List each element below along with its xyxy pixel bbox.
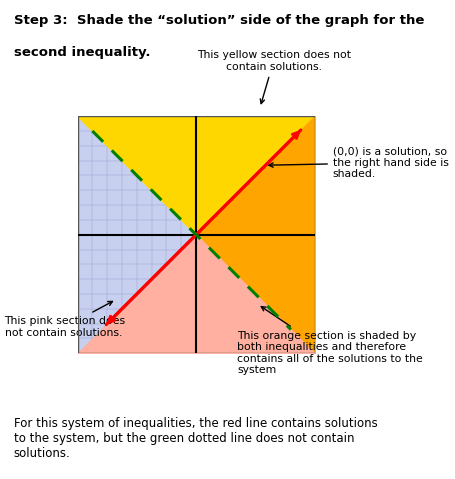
Text: Step 3:  Shade the “solution” side of the graph for the: Step 3: Shade the “solution” side of the… <box>14 14 423 27</box>
Text: This yellow section does not
contain solutions.: This yellow section does not contain sol… <box>196 50 350 103</box>
Text: This orange section is shaded by
both inequalities and therefore
contains all of: This orange section is shaded by both in… <box>237 307 422 376</box>
Text: This pink section does
not contain solutions.: This pink section does not contain solut… <box>5 301 126 338</box>
Text: (0,0) is a solution, so
the right hand side is
shaded.: (0,0) is a solution, so the right hand s… <box>268 146 448 179</box>
Text: For this system of inequalities, the red line contains solutions
to the system, : For this system of inequalities, the red… <box>14 417 377 460</box>
Text: second inequality.: second inequality. <box>14 46 150 58</box>
